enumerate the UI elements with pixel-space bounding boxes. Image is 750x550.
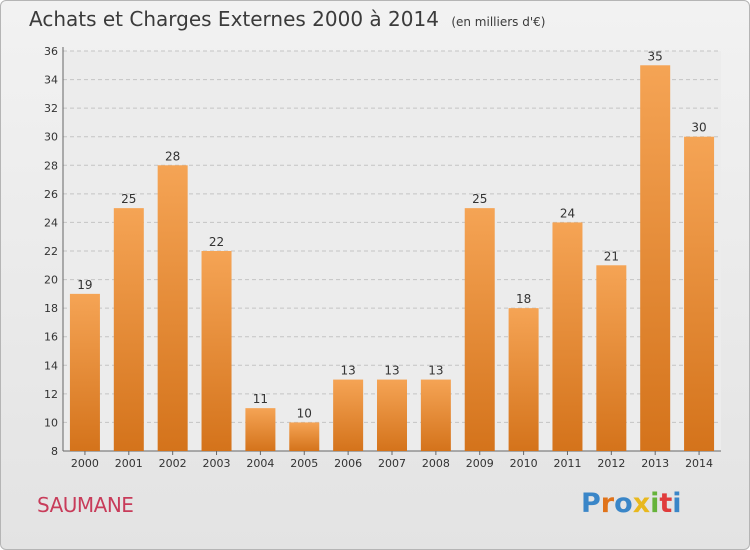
data-label: 21	[604, 249, 619, 263]
data-label: 19	[77, 278, 92, 292]
x-tick-label: 2004	[246, 457, 274, 470]
data-label: 35	[648, 49, 663, 63]
bar	[684, 136, 715, 451]
y-tick-label: 10	[44, 416, 58, 429]
logo-letter: i	[650, 488, 660, 519]
bar	[464, 208, 495, 451]
bar	[377, 379, 407, 451]
bar	[113, 208, 144, 451]
x-tick-label: 2009	[466, 457, 494, 470]
data-label: 25	[472, 192, 487, 206]
y-tick-label: 28	[44, 159, 58, 172]
x-tick-label: 2014	[685, 457, 713, 470]
x-tick-label: 2002	[159, 457, 187, 470]
y-tick-label: 22	[44, 245, 58, 258]
y-tick-label: 36	[44, 45, 58, 58]
y-tick-label: 24	[44, 216, 58, 229]
chart-title: Achats et Charges Externes 2000 à 2014 (…	[29, 7, 545, 31]
x-tick-label: 2008	[422, 457, 450, 470]
data-label: 13	[428, 364, 443, 378]
x-tick-label: 2013	[641, 457, 669, 470]
chart-title-text: Achats et Charges Externes 2000 à 2014	[29, 7, 439, 31]
x-tick-label: 2001	[115, 457, 143, 470]
chart-subtitle: (en milliers d'€)	[451, 15, 546, 29]
data-label: 25	[121, 192, 136, 206]
data-label: 11	[253, 392, 268, 406]
logo-letter: P	[581, 488, 601, 519]
y-tick-label: 26	[44, 188, 58, 201]
y-tick-label: 34	[44, 74, 58, 87]
bar	[420, 379, 451, 451]
logo-letter: t	[659, 488, 673, 519]
y-tick-label: 12	[44, 388, 58, 401]
data-label: 30	[691, 121, 706, 135]
logo-letter: i	[672, 488, 682, 519]
bar	[289, 422, 320, 451]
bar	[157, 165, 188, 452]
y-tick-label: 20	[44, 274, 58, 287]
data-label: 22	[209, 235, 224, 249]
bar	[596, 265, 627, 451]
data-label: 18	[516, 292, 531, 306]
bar	[333, 379, 364, 451]
logo-letter: x	[632, 488, 651, 519]
x-tick-label: 2010	[510, 457, 538, 470]
y-tick-label: 32	[44, 102, 58, 115]
x-tick-label: 2012	[597, 457, 625, 470]
data-label: 24	[560, 206, 575, 220]
logo-letter: o	[614, 488, 633, 519]
data-label: 10	[297, 406, 312, 420]
y-tick-label: 30	[44, 131, 58, 144]
y-tick-label: 16	[44, 331, 58, 344]
proxiti-logo: Proxiti	[581, 488, 682, 519]
x-tick-label: 2005	[290, 457, 318, 470]
x-tick-label: 2011	[553, 457, 581, 470]
bar	[640, 65, 671, 452]
y-tick-label: 18	[44, 302, 58, 315]
x-tick-label: 2007	[378, 457, 406, 470]
y-tick-label: 8	[51, 445, 58, 458]
data-label: 13	[340, 364, 355, 378]
bar	[201, 251, 232, 451]
x-tick-label: 2000	[71, 457, 99, 470]
x-tick-label: 2003	[203, 457, 231, 470]
town-name: SAUMANE	[37, 493, 134, 517]
data-label: 13	[384, 364, 399, 378]
logo-letter: r	[600, 488, 615, 519]
y-tick-label: 14	[44, 359, 58, 372]
bar	[245, 408, 276, 451]
bar	[508, 308, 539, 451]
x-tick-label: 2006	[334, 457, 362, 470]
bar	[552, 222, 583, 451]
data-label: 28	[165, 149, 180, 163]
bar	[69, 293, 100, 451]
